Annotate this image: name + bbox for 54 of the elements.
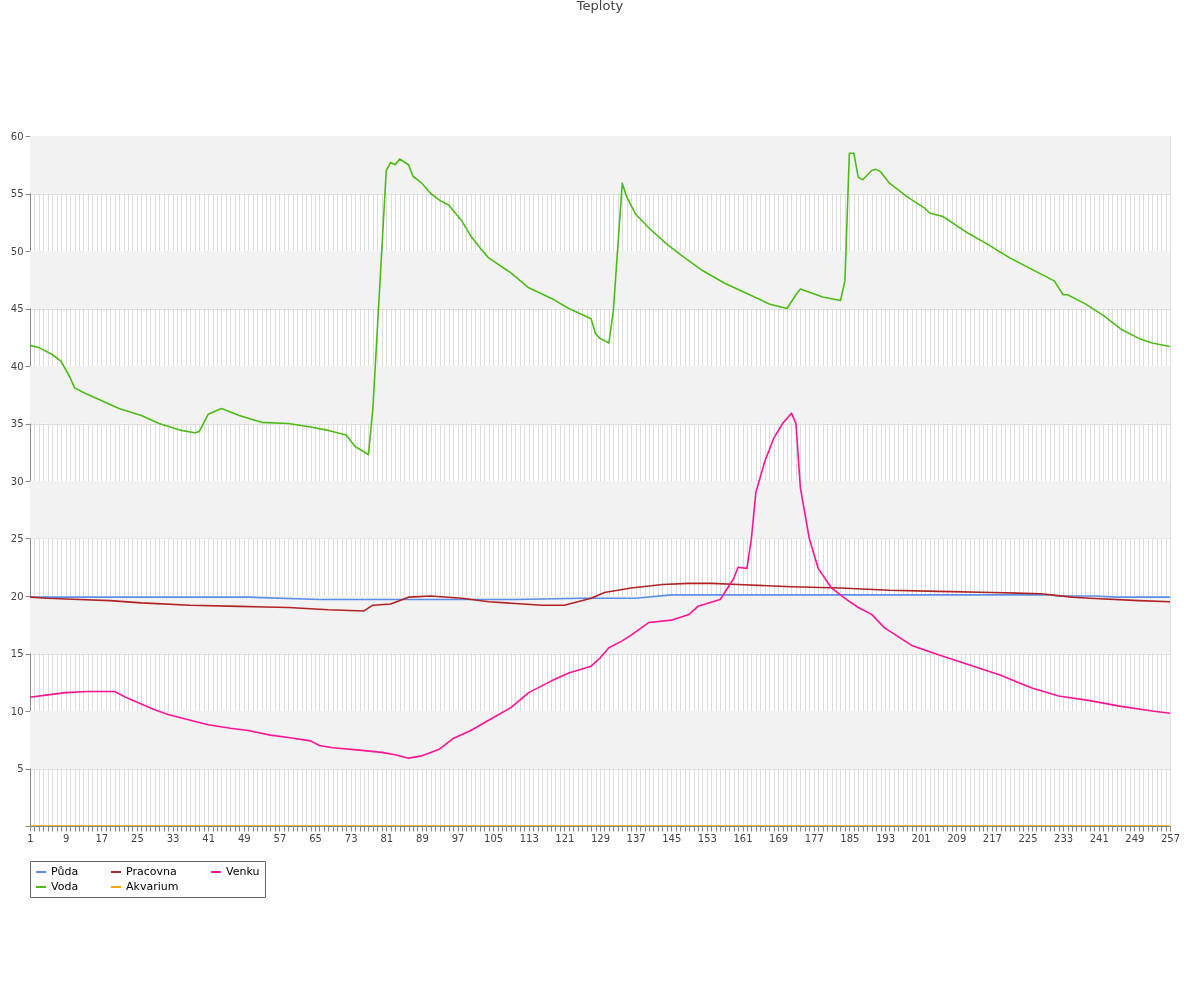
legend-label: Pracovna [126, 865, 177, 878]
legend-label: Půda [51, 865, 79, 878]
x-tick-label: 161 [733, 832, 753, 844]
x-tick-label: 49 [237, 832, 251, 844]
x-tick-label: 209 [947, 832, 967, 844]
y-tick-label: 35 [10, 418, 24, 429]
line-series [30, 582, 1170, 612]
x-tick-label: 73 [344, 832, 358, 844]
x-tick-label: 105 [484, 832, 504, 844]
x-tick-label: 97 [451, 832, 465, 844]
legend-label: Venku [226, 865, 260, 878]
legend-label: Voda [51, 880, 79, 893]
y-tick-label: 20 [10, 590, 24, 602]
line-series [30, 412, 1170, 759]
y-tick-label: 25 [10, 533, 24, 544]
y-tick-label: 50 [10, 245, 24, 257]
chart-title: Teploty [575, 0, 624, 13]
y-tick-label: 30 [10, 475, 24, 487]
x-tick-label: 177 [804, 832, 824, 844]
x-tick-label: 129 [590, 832, 611, 844]
x-tick-label: 25 [131, 832, 144, 844]
line-series [30, 152, 1170, 456]
x-tick-label: 241 [1089, 832, 1109, 844]
x-tick-label: 145 [662, 832, 682, 844]
y-tick-label: 15 [10, 648, 24, 659]
x-tick-label: 121 [555, 832, 575, 844]
x-tick-label: 153 [697, 832, 717, 844]
x-tick-label: 257 [1160, 832, 1181, 844]
x-tick-label: 113 [519, 832, 539, 844]
x-tick-label: 249 [1125, 832, 1145, 844]
x-tick-label: 17 [95, 832, 109, 844]
y-tick-label: 55 [10, 188, 24, 199]
x-tick-label: 1 [27, 832, 34, 844]
x-tick-label: 233 [1054, 832, 1074, 844]
x-tick-label: 225 [1018, 832, 1038, 844]
x-tick-label: 57 [273, 832, 287, 844]
y-tick-label: 10 [10, 705, 24, 717]
x-tick-label: 89 [416, 832, 429, 844]
y-tick-label: 5 [17, 763, 24, 774]
x-tick-label: 201 [911, 832, 931, 844]
y-tick-label: 60 [10, 130, 24, 142]
x-tick-label: 193 [875, 832, 896, 844]
x-tick-label: 81 [380, 832, 394, 844]
x-tick-label: 33 [166, 832, 180, 844]
x-tick-label: 41 [202, 832, 215, 844]
y-tick-label: 45 [10, 303, 24, 314]
x-tick-label: 217 [982, 832, 1002, 844]
y-tick-label: 40 [10, 360, 24, 372]
x-tick-label: 137 [626, 832, 646, 844]
x-tick-label: 9 [62, 832, 70, 844]
legend-label: Akvarium [126, 880, 179, 893]
x-tick-label: 185 [840, 832, 860, 844]
x-tick-label: 169 [769, 832, 789, 844]
x-tick-label: 65 [309, 832, 322, 844]
